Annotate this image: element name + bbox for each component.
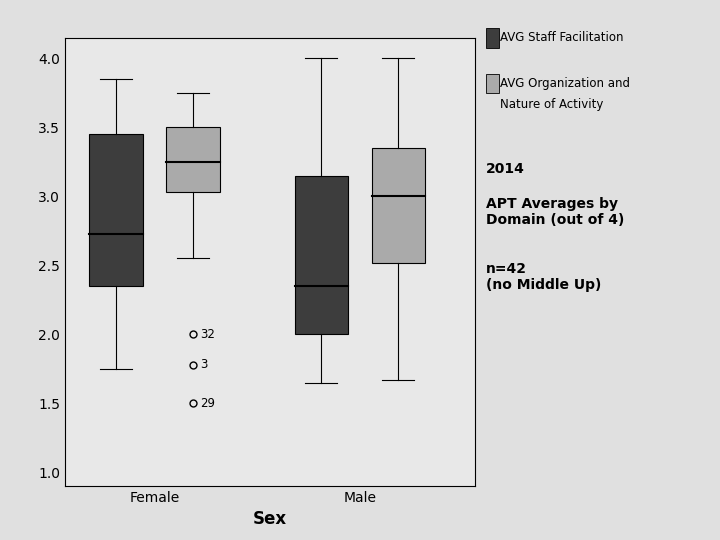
Bar bbox=[166, 127, 220, 192]
Text: AVG Staff Facilitation: AVG Staff Facilitation bbox=[500, 31, 624, 44]
Bar bbox=[89, 134, 143, 286]
Text: 2014: 2014 bbox=[486, 162, 525, 176]
Text: APT Averages by
Domain (out of 4): APT Averages by Domain (out of 4) bbox=[486, 197, 624, 227]
Text: Nature of Activity: Nature of Activity bbox=[500, 98, 604, 111]
Text: AVG Organization and: AVG Organization and bbox=[500, 77, 631, 90]
Text: 32: 32 bbox=[200, 328, 215, 341]
Bar bbox=[294, 176, 348, 334]
Text: 29: 29 bbox=[200, 397, 215, 410]
Text: 3: 3 bbox=[200, 358, 207, 371]
Text: n=42
(no Middle Up): n=42 (no Middle Up) bbox=[486, 262, 601, 292]
X-axis label: Sex: Sex bbox=[253, 510, 287, 529]
Bar bbox=[372, 148, 425, 262]
